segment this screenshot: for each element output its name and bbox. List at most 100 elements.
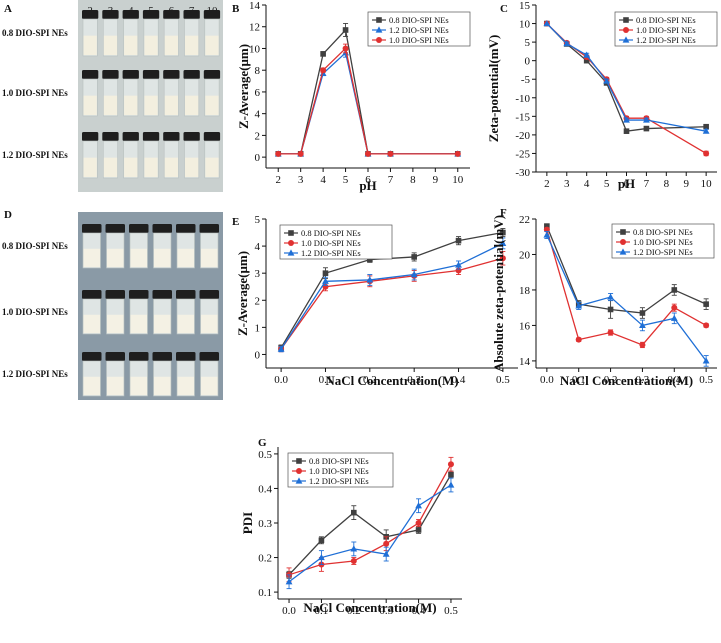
vial-cap <box>102 70 119 79</box>
data-point <box>583 57 590 64</box>
data-point <box>607 329 614 336</box>
vial-cap <box>199 352 219 361</box>
vial-cap <box>82 70 99 79</box>
vial-photo-background <box>78 212 223 400</box>
data-point <box>383 540 390 547</box>
data-point <box>620 239 626 245</box>
vial-liquid <box>107 376 124 395</box>
x-tick-label: 9 <box>683 178 689 190</box>
series-line <box>278 47 458 155</box>
panel-label-a: A <box>4 3 12 15</box>
x-tick-label: 2 <box>544 178 550 190</box>
vial-liquid <box>154 248 171 267</box>
y-axis-label: Absolute zeta-potential(mV) <box>491 215 506 372</box>
x-tick-label: 10 <box>452 174 464 186</box>
vial-cap <box>152 290 172 299</box>
series-line <box>280 242 504 350</box>
x-tick-label: 0.1 <box>315 605 329 617</box>
x-tick-label: 8 <box>664 178 670 190</box>
vial-cap <box>82 290 102 299</box>
legend-label: 0.8 DIO-SPI NEs <box>309 456 369 466</box>
panel-label: E <box>232 216 239 228</box>
y-tick-label: 6 <box>255 87 261 99</box>
vial-cap <box>122 10 139 19</box>
vial-cap <box>142 132 160 141</box>
vial-cap <box>129 352 149 361</box>
data-point <box>639 310 646 316</box>
series-line <box>288 484 452 583</box>
legend-label: 1.2 DIO-SPI NEs <box>633 247 693 257</box>
data-point <box>318 553 325 561</box>
legend-box <box>279 224 393 260</box>
panel-label: G <box>258 437 267 449</box>
y-tick-label: 12 <box>249 22 260 34</box>
y-tick-label: 10 <box>519 19 531 31</box>
series-line <box>280 257 504 350</box>
y-tick-label: 0.1 <box>258 587 272 599</box>
vial-row-label: 0.8 DIO-SPI NEs <box>2 28 68 38</box>
data-point <box>296 468 302 474</box>
data-point <box>622 36 630 43</box>
data-point <box>366 276 374 283</box>
y-tick-label: 4 <box>255 109 261 121</box>
legend-label: 1.2 DIO-SPI NEs <box>301 248 361 258</box>
legend-label: 1.0 DIO-SPI NEs <box>636 25 696 35</box>
data-point <box>288 230 294 236</box>
vial-liquid <box>205 35 219 55</box>
data-point <box>623 116 630 123</box>
y-tick-label: -15 <box>515 111 530 123</box>
legend-label: 0.8 DIO-SPI NEs <box>301 228 361 238</box>
y-axis-label: Z-Average(μm) <box>236 44 251 129</box>
y-tick-label: 16 <box>519 320 531 332</box>
x-tick-label: 0.5 <box>444 605 458 617</box>
y-tick-label: -5 <box>521 74 531 86</box>
data-point <box>447 461 454 468</box>
vial-liquid <box>144 95 158 115</box>
data-point <box>297 150 304 157</box>
y-tick-label: 1 <box>255 322 261 334</box>
x-tick-label: 9 <box>433 174 439 186</box>
series-line <box>546 234 707 362</box>
data-point <box>623 27 629 33</box>
y-tick-label: 8 <box>255 65 261 77</box>
vial-cap <box>183 70 200 79</box>
y-tick-label: 0 <box>255 349 261 361</box>
data-point <box>703 150 710 157</box>
vial-liquid <box>177 314 194 333</box>
x-tick-label: 0.2 <box>347 605 361 617</box>
vial-cap <box>152 352 172 361</box>
vial-liquid <box>185 35 199 55</box>
data-point <box>702 127 710 134</box>
x-tick-label: 5 <box>604 178 610 190</box>
vial-cap <box>122 132 139 141</box>
data-point <box>671 304 678 311</box>
data-point <box>277 345 285 352</box>
vial-liquid <box>124 35 138 55</box>
legend-label: 1.0 DIO-SPI NEs <box>301 238 361 248</box>
vial-cap <box>203 132 221 141</box>
legend-label: 1.0 DIO-SPI NEs <box>389 35 449 45</box>
x-tick-label: 0.5 <box>699 374 713 386</box>
y-tick-label: -10 <box>515 93 530 105</box>
data-point <box>295 477 303 484</box>
data-point <box>320 67 327 74</box>
y-tick-label: 0 <box>525 56 531 68</box>
legend-label: 1.2 DIO-SPI NEs <box>389 25 449 35</box>
vial-cap <box>176 290 196 299</box>
data-point <box>351 509 357 516</box>
x-tick-label: 0.1 <box>572 374 586 386</box>
data-point <box>382 550 390 557</box>
data-point <box>376 17 382 23</box>
panel-label: C <box>500 3 508 15</box>
y-tick-label: -20 <box>515 130 530 142</box>
vial-liquid <box>185 157 199 177</box>
vial-cap <box>82 352 102 361</box>
data-point <box>703 322 710 329</box>
vial-liquid <box>154 314 171 333</box>
vial-cap <box>105 224 125 233</box>
vial-cap <box>82 224 102 233</box>
